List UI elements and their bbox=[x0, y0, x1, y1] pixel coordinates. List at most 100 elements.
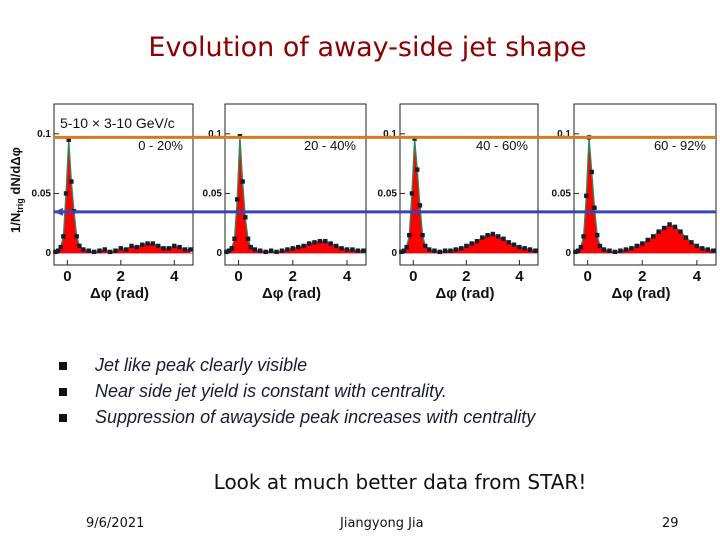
panel-frame bbox=[224, 103, 367, 266]
bullet-item: Jet like peak clearly visible bbox=[58, 352, 535, 378]
data-point bbox=[595, 232, 600, 238]
data-point bbox=[166, 246, 172, 251]
data-point bbox=[623, 247, 629, 252]
data-point bbox=[224, 249, 229, 255]
data-point bbox=[661, 225, 667, 231]
panel-frame bbox=[53, 103, 194, 266]
data-point bbox=[399, 249, 404, 255]
data-point bbox=[145, 241, 150, 246]
data-point bbox=[597, 243, 603, 249]
x-tick-label: 2 bbox=[638, 268, 646, 285]
y-tick-label: 0 bbox=[391, 248, 397, 259]
data-point bbox=[501, 236, 506, 241]
data-point bbox=[533, 248, 538, 253]
data-point bbox=[317, 238, 323, 244]
data-point bbox=[107, 249, 113, 255]
data-point bbox=[63, 191, 69, 196]
data-point bbox=[629, 246, 634, 251]
page-number: 29 bbox=[662, 516, 679, 531]
data-point bbox=[86, 248, 91, 253]
data-point bbox=[263, 249, 268, 255]
data-point bbox=[480, 235, 485, 240]
data-point bbox=[290, 246, 295, 251]
data-point bbox=[601, 247, 607, 252]
data-point bbox=[140, 242, 145, 247]
square-bullet-icon bbox=[59, 388, 67, 396]
data-point bbox=[650, 234, 656, 239]
data-point bbox=[285, 247, 290, 252]
data-point bbox=[243, 215, 248, 220]
signal-fill-area bbox=[575, 137, 714, 254]
data-point bbox=[248, 244, 253, 250]
data-point bbox=[77, 243, 82, 249]
data-point bbox=[226, 248, 232, 253]
data-point bbox=[423, 243, 428, 249]
data-point bbox=[527, 247, 533, 252]
data-point bbox=[323, 238, 328, 244]
data-point bbox=[584, 193, 589, 199]
y-tick-label: 0.1 bbox=[557, 129, 571, 140]
data-point bbox=[442, 248, 448, 253]
data-point bbox=[113, 248, 118, 253]
data-point bbox=[453, 247, 458, 252]
x-axis-label: Δφ (rad) bbox=[435, 285, 494, 302]
bullet-text: Jet like peak clearly visible bbox=[95, 355, 308, 375]
data-point bbox=[711, 248, 716, 253]
data-point bbox=[469, 241, 474, 246]
data-point bbox=[672, 224, 678, 230]
data-point bbox=[415, 167, 420, 172]
data-point bbox=[401, 248, 407, 253]
data-point bbox=[683, 235, 689, 240]
data-point bbox=[91, 249, 97, 255]
data-point bbox=[156, 243, 161, 249]
data-point bbox=[232, 236, 237, 241]
x-tick-label: 0 bbox=[63, 268, 71, 285]
fit-curve bbox=[226, 136, 364, 253]
data-point bbox=[420, 232, 425, 238]
data-point bbox=[339, 246, 344, 251]
data-point bbox=[522, 246, 527, 251]
x-tick-label: 4 bbox=[343, 268, 352, 285]
data-point bbox=[344, 247, 350, 252]
data-point bbox=[448, 248, 453, 253]
signal-fill-area bbox=[226, 136, 364, 254]
data-point bbox=[333, 243, 339, 249]
bullet-item: Suppression of awayside peak increases w… bbox=[58, 404, 535, 430]
centrality-label: 0 - 20% bbox=[138, 138, 183, 153]
data-point bbox=[573, 249, 578, 255]
x-tick-label: 4 bbox=[515, 268, 524, 285]
data-point bbox=[123, 247, 129, 252]
centrality-label: 60 - 92% bbox=[654, 138, 706, 153]
data-point bbox=[409, 191, 415, 196]
x-tick-label: 0 bbox=[409, 268, 417, 285]
y-axis-label: 1/Ntrig dN/dΔφ bbox=[8, 147, 25, 233]
y-tick-label: 0.1 bbox=[208, 129, 222, 140]
data-point bbox=[97, 248, 102, 253]
data-point bbox=[150, 241, 156, 246]
data-point bbox=[161, 246, 166, 251]
data-point bbox=[188, 247, 193, 252]
data-point bbox=[252, 247, 258, 252]
data-point bbox=[511, 242, 517, 247]
y-tick-label: 0.05 bbox=[203, 188, 223, 199]
data-point bbox=[667, 222, 672, 227]
y-tick-label: 0 bbox=[216, 248, 222, 259]
data-point bbox=[102, 247, 107, 252]
data-point bbox=[705, 247, 711, 252]
data-point bbox=[312, 240, 317, 245]
y-tick-label: 0.05 bbox=[32, 188, 52, 199]
data-point bbox=[279, 248, 285, 253]
square-bullet-icon bbox=[59, 414, 67, 422]
data-point bbox=[694, 243, 700, 249]
data-point bbox=[172, 243, 177, 249]
data-point bbox=[240, 179, 245, 184]
jet-shape-figure: 1/Ntrig dN/dΔφ 0 0.05 0.1 0 2 4 Δφ (rad) 0 - 20%… bbox=[8, 103, 717, 302]
data-point bbox=[177, 244, 182, 250]
data-point bbox=[495, 234, 501, 239]
data-point bbox=[426, 247, 432, 252]
centrality-label: 20 - 40% bbox=[304, 138, 356, 153]
data-point bbox=[432, 248, 437, 253]
data-point bbox=[645, 237, 650, 243]
data-point bbox=[306, 241, 312, 246]
data-point bbox=[55, 248, 61, 253]
